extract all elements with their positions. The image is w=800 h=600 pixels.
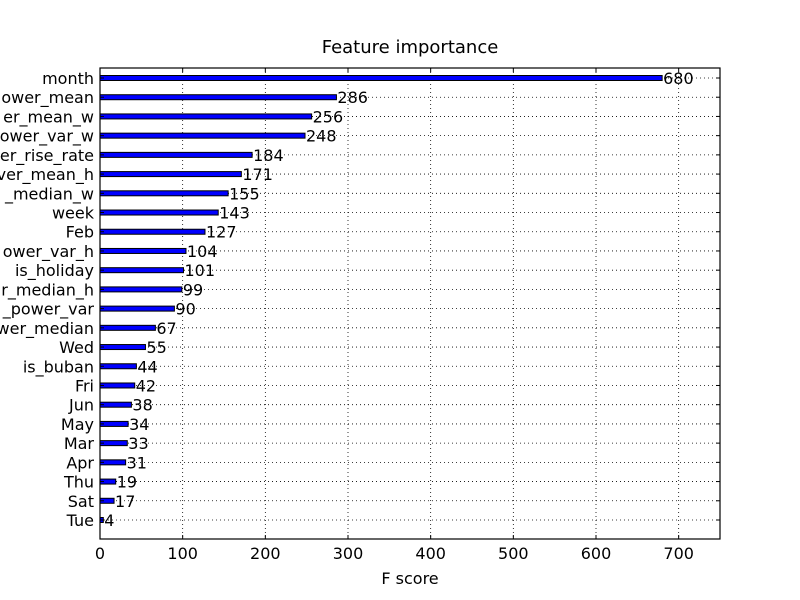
bar-Feb <box>99 228 206 235</box>
x-tick-label: 500 <box>498 544 529 563</box>
bar-value-label: 44 <box>137 357 157 376</box>
y-tick-label: er_rise_rate <box>0 146 94 166</box>
bar-value-label: 19 <box>117 473 137 492</box>
bar-value-label: 101 <box>184 261 215 280</box>
bar-May <box>99 420 129 427</box>
bar-week <box>99 209 219 216</box>
bar-value-label: 17 <box>115 492 135 511</box>
bar-Jun <box>99 401 132 408</box>
bar-power-var-w <box>99 132 306 139</box>
y-tick-label: Mar <box>64 434 95 453</box>
y-tick-label: Thu <box>63 473 94 492</box>
bar-value-label: 104 <box>187 242 218 261</box>
bar-power-mean-h <box>99 171 242 178</box>
bar-power-median-h <box>99 286 183 293</box>
bar-Wed <box>99 344 146 351</box>
bar-value-label: 286 <box>337 88 368 107</box>
y-tick-label: ower_var_h <box>3 242 94 262</box>
x-tick-label: 300 <box>333 544 364 563</box>
y-tick-label: is_buban <box>23 357 94 377</box>
y-tick-label: May <box>61 415 94 434</box>
bar-value-label: 42 <box>136 376 156 395</box>
x-tick-label: 100 <box>167 544 198 563</box>
y-tick-label: er_mean_w <box>3 107 94 127</box>
bar-value-label: 67 <box>156 319 176 338</box>
y-tick-label: wer_median <box>0 319 94 339</box>
bar-value-label: 31 <box>127 453 147 472</box>
y-tick-label: ower_var_w <box>0 127 94 147</box>
bar-Mar <box>99 440 128 447</box>
chart-title: Feature importance <box>322 37 499 58</box>
bar-value-label: 680 <box>663 69 694 88</box>
y-tick-label: ower_mean <box>1 88 94 108</box>
y-tick-label: week <box>52 204 95 223</box>
bar-power-power-var <box>99 305 175 312</box>
y-tick-label: Feb <box>66 223 94 242</box>
y-tick-label: is_holiday <box>15 261 94 281</box>
bar-Fri <box>99 382 136 389</box>
x-tick-label: 700 <box>663 544 694 563</box>
y-tick-label: month <box>42 69 94 88</box>
y-tick-label: ver_mean_h <box>0 165 94 185</box>
y-tick-label: Fri <box>75 376 94 395</box>
bar-value-label: 171 <box>242 165 273 184</box>
bar-power-rise-rate <box>99 151 253 158</box>
y-tick-label: Sat <box>68 492 94 511</box>
grid-layer <box>99 68 720 539</box>
y-tick-label: _median_w <box>4 184 94 204</box>
bar-value-label: 34 <box>129 415 149 434</box>
y-tick-label: r_median_h <box>1 280 94 300</box>
x-tick-label: 400 <box>415 544 446 563</box>
x-tick-label: 0 <box>95 544 105 563</box>
bar-value-label: 33 <box>128 434 148 453</box>
bar-power-median-w <box>99 190 229 197</box>
bar-value-label: 99 <box>183 280 203 299</box>
y-tick-label: _power_var <box>2 300 95 320</box>
bar-value-label: 55 <box>146 338 166 357</box>
y-tick-label: Jun <box>68 396 94 415</box>
bar-value-label: 248 <box>306 127 337 146</box>
bar-is-holiday <box>99 267 184 274</box>
labels-layer: 680 month 286 ower_mean 256 er_mean_w 248 ower_… <box>0 69 694 530</box>
bar-power-median <box>99 324 156 331</box>
bar-value-label: 4 <box>104 511 114 530</box>
x-tick-label: 600 <box>581 544 612 563</box>
bar-value-label: 256 <box>313 107 344 126</box>
axes-layer: 0 100 200 300 400 500 600 700 <box>95 67 721 563</box>
bar-is-buban <box>99 363 137 370</box>
bar-power-mean-w <box>99 113 313 120</box>
bar-power-mean <box>99 94 337 101</box>
bar-month <box>99 75 663 81</box>
bar-value-label: 143 <box>219 204 250 223</box>
bar-value-label: 127 <box>206 223 237 242</box>
bar-value-label: 38 <box>132 396 152 415</box>
bar-value-label: 155 <box>229 184 260 203</box>
bar-power-var-h <box>99 247 187 254</box>
y-tick-label: Apr <box>66 453 94 472</box>
y-tick-label: Tue <box>66 511 94 530</box>
x-tick-label: 200 <box>250 544 281 563</box>
plot-frame <box>99 67 721 540</box>
y-tick-label: Wed <box>59 338 94 357</box>
x-axis-label: F score <box>381 569 438 588</box>
bar-value-label: 90 <box>175 300 195 319</box>
bar-value-label: 184 <box>253 146 284 165</box>
